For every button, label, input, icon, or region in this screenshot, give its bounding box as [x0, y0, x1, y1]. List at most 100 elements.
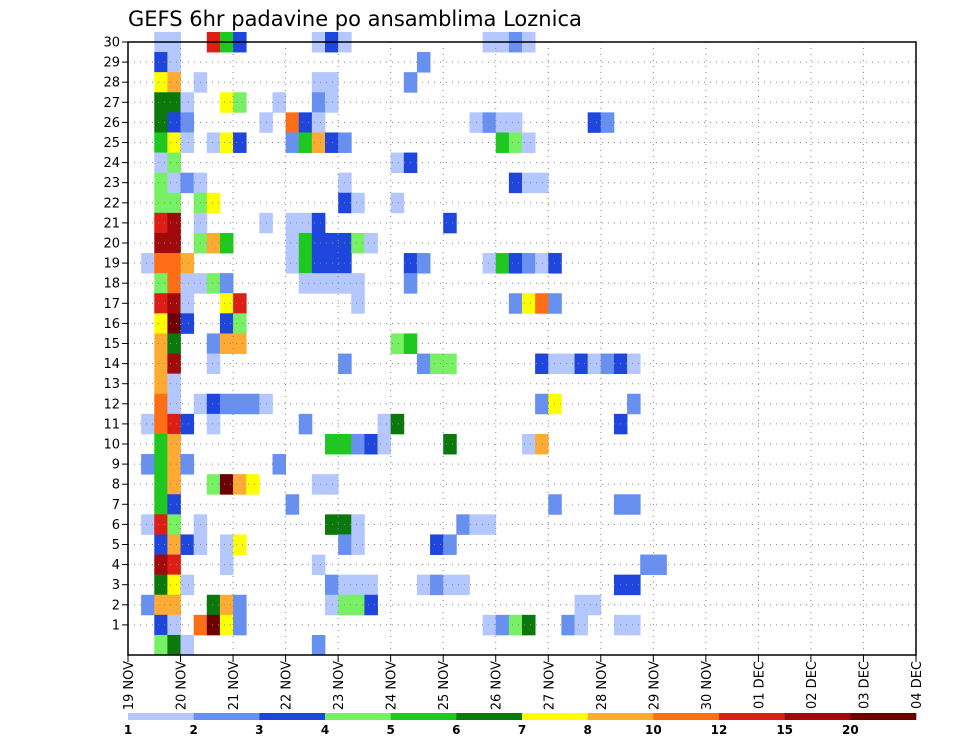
x-tick-label: 27 NOV: [542, 661, 557, 710]
heatmap-cell: [154, 172, 168, 194]
heatmap-cell: [141, 594, 155, 616]
heatmap-cell: [272, 92, 286, 113]
heatmap-cell: [377, 433, 392, 455]
heatmap-cell: [167, 373, 181, 395]
heatmap-cell: [167, 293, 181, 314]
heatmap-cell: [548, 393, 562, 415]
heatmap-cell: [325, 92, 339, 113]
heatmap-cell: [482, 112, 497, 133]
heatmap-cell: [206, 393, 221, 415]
x-tick-label: 23 NOV: [332, 661, 347, 710]
heatmap-cell: [219, 92, 234, 113]
heatmap-cell: [233, 534, 247, 555]
heatmap-cell: [167, 192, 181, 214]
heatmap-cell: [154, 534, 168, 555]
heatmap-cell: [154, 594, 168, 616]
x-tick-label: 25 NOV: [437, 661, 452, 710]
heatmap-cell: [180, 413, 195, 435]
heatmap-cell: [167, 574, 181, 596]
y-tick-label: 18: [103, 277, 120, 292]
heatmap-cell: [154, 132, 168, 153]
heatmap-cell: [180, 534, 195, 555]
legend-label: 15: [776, 723, 793, 737]
heatmap-cell: [206, 333, 221, 354]
y-tick-label: 23: [103, 176, 120, 191]
heatmap-cell: [351, 232, 365, 254]
heatmap-cell: [430, 353, 444, 375]
heatmap-cell: [180, 293, 195, 314]
heatmap-cell: [141, 514, 155, 535]
heatmap-cell: [535, 172, 549, 194]
y-tick-label: 1: [112, 618, 120, 633]
heatmap-cell: [548, 353, 562, 375]
legend-label: 8: [583, 723, 591, 737]
heatmap-cell: [180, 132, 195, 153]
heatmap-cell: [351, 433, 365, 455]
x-tick-label: 29 NOV: [647, 661, 662, 710]
heatmap-cell: [548, 253, 562, 274]
heatmap-cell: [233, 132, 247, 153]
heatmap-cell: [167, 393, 181, 415]
heatmap-cell: [574, 353, 589, 375]
y-tick-label: 13: [103, 377, 120, 392]
legend-swatch: [719, 713, 785, 720]
heatmap-cell: [508, 253, 523, 274]
heatmap-cell: [206, 273, 221, 294]
heatmap-cell: [508, 293, 523, 314]
heatmap-cell: [154, 494, 168, 515]
x-tick-label: 02 DEC: [805, 661, 820, 709]
heatmap-cell: [390, 333, 405, 354]
heatmap-cell: [325, 594, 339, 616]
heatmap-cell: [456, 514, 470, 535]
heatmap-cell: [154, 614, 168, 636]
heatmap-cell: [325, 433, 339, 455]
heatmap-cell: [219, 293, 234, 314]
heatmap-cell: [167, 92, 181, 113]
heatmap-cell: [561, 353, 575, 375]
heatmap-cell: [495, 253, 510, 274]
heatmap-cell: [167, 594, 181, 616]
heatmap-cell: [154, 293, 168, 314]
heatmap-cell: [298, 253, 313, 274]
heatmap-cell: [430, 534, 444, 555]
heatmap-cell: [627, 614, 641, 636]
heatmap-cell: [548, 293, 562, 314]
heatmap-cell: [233, 333, 247, 354]
heatmap-cell: [154, 313, 168, 334]
heatmap-cell: [233, 474, 247, 495]
heatmap-cell: [154, 152, 168, 174]
heatmap-cell: [325, 253, 339, 274]
heatmap-cell: [206, 132, 221, 153]
y-tick-label: 4: [112, 558, 120, 573]
heatmap-cell: [154, 413, 168, 435]
heatmap-cell: [167, 152, 181, 174]
heatmap-cell: [416, 353, 431, 375]
heatmap-cell: [154, 454, 168, 475]
heatmap-cell: [482, 514, 497, 535]
heatmap-cell: [154, 52, 168, 73]
y-tick-label: 28: [103, 76, 120, 91]
y-tick-label: 29: [103, 56, 120, 71]
heatmap-cell: [640, 554, 654, 576]
y-tick-label: 9: [112, 458, 120, 473]
heatmap-cell: [311, 72, 326, 93]
heatmap-cell: [298, 212, 313, 234]
heatmap-cell: [219, 614, 234, 636]
heatmap-cell: [167, 112, 181, 133]
heatmap-cell: [311, 132, 326, 153]
heatmap-cell: [167, 634, 181, 656]
x-tick-label: 28 NOV: [595, 661, 610, 710]
heatmap-cell: [311, 253, 326, 274]
y-tick-label: 24: [103, 156, 120, 171]
heatmap-cell: [167, 554, 181, 576]
heatmap-cell: [154, 393, 168, 415]
heatmap-cell: [325, 232, 339, 254]
y-tick-label: 12: [103, 397, 120, 412]
heatmap-cell: [219, 393, 234, 415]
heatmap-cell: [548, 494, 562, 515]
legend-swatch: [325, 713, 391, 720]
heatmap-cell: [416, 52, 431, 73]
x-tick-label: 03 DEC: [857, 661, 872, 709]
heatmap-cell: [443, 433, 457, 455]
